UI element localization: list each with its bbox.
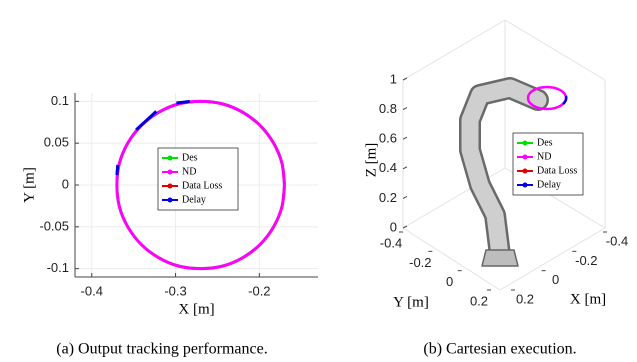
legend-marker	[168, 198, 173, 203]
tick-mark	[403, 196, 407, 198]
legend-label: Delay	[537, 179, 561, 190]
caption: (b) Cartesian execution.	[423, 341, 576, 358]
legend-marker	[523, 169, 528, 174]
x-tick-label: -0.4	[81, 283, 103, 298]
z-tick-label: 0.6	[379, 131, 397, 146]
y-tick-label: 0.2	[470, 293, 488, 308]
legend-label: Des	[182, 152, 198, 163]
y-axis-label: Y [m]	[21, 167, 37, 203]
y-tick-label: 0.1	[51, 93, 69, 108]
z-tick-label: 0.4	[379, 160, 397, 175]
legend-label: Data Loss	[537, 165, 577, 176]
y-tick-label: 0	[446, 274, 453, 289]
x-axis-label: X [m]	[178, 301, 214, 317]
legend-label: Des	[537, 137, 553, 148]
caption: (a) Output tracking performance.	[56, 341, 267, 358]
x-tick-label: -0.2	[575, 253, 597, 268]
z-axis-label: Z [m]	[363, 143, 379, 178]
y-axis-label: Y [m]	[393, 294, 429, 310]
z-tick-label: 0.2	[379, 190, 397, 205]
x-axis-label: X [m]	[570, 291, 606, 307]
legend-marker	[523, 141, 528, 146]
legend-marker	[523, 155, 528, 160]
tick-mark	[403, 108, 407, 110]
legend-marker	[168, 156, 173, 161]
y-tick-label: -0.05	[39, 218, 69, 233]
y-tick-label: -0.1	[47, 260, 69, 275]
legend-label: Data Loss	[182, 180, 222, 191]
y-tick-label: 0.05	[44, 135, 69, 150]
y-tick-label: -0.4	[380, 235, 402, 250]
z-tick-label: 0	[390, 219, 397, 234]
z-tick-label: 0.8	[379, 101, 397, 116]
tick-mark	[403, 167, 407, 169]
legend-marker	[168, 184, 173, 189]
y-tick-label: 0	[62, 176, 69, 191]
x-tick-label: 0	[552, 272, 559, 287]
x-tick-label: -0.3	[164, 283, 186, 298]
legend-label: Delay	[182, 194, 206, 205]
legend-label: ND	[537, 151, 551, 162]
tick-mark	[403, 137, 407, 139]
delay-segment	[563, 96, 566, 104]
figure: (a) Output tracking performance. (b) Car…	[0, 0, 637, 362]
x-tick-label: 0.2	[516, 291, 534, 306]
z-tick-label: 1	[390, 71, 397, 86]
x-tick-label: -0.4	[606, 233, 628, 248]
legend-marker	[168, 170, 173, 175]
legend-label: ND	[182, 166, 196, 177]
x-tick-label: -0.2	[248, 283, 270, 298]
legend-marker	[523, 183, 528, 188]
y-tick-label: -0.2	[409, 255, 431, 270]
